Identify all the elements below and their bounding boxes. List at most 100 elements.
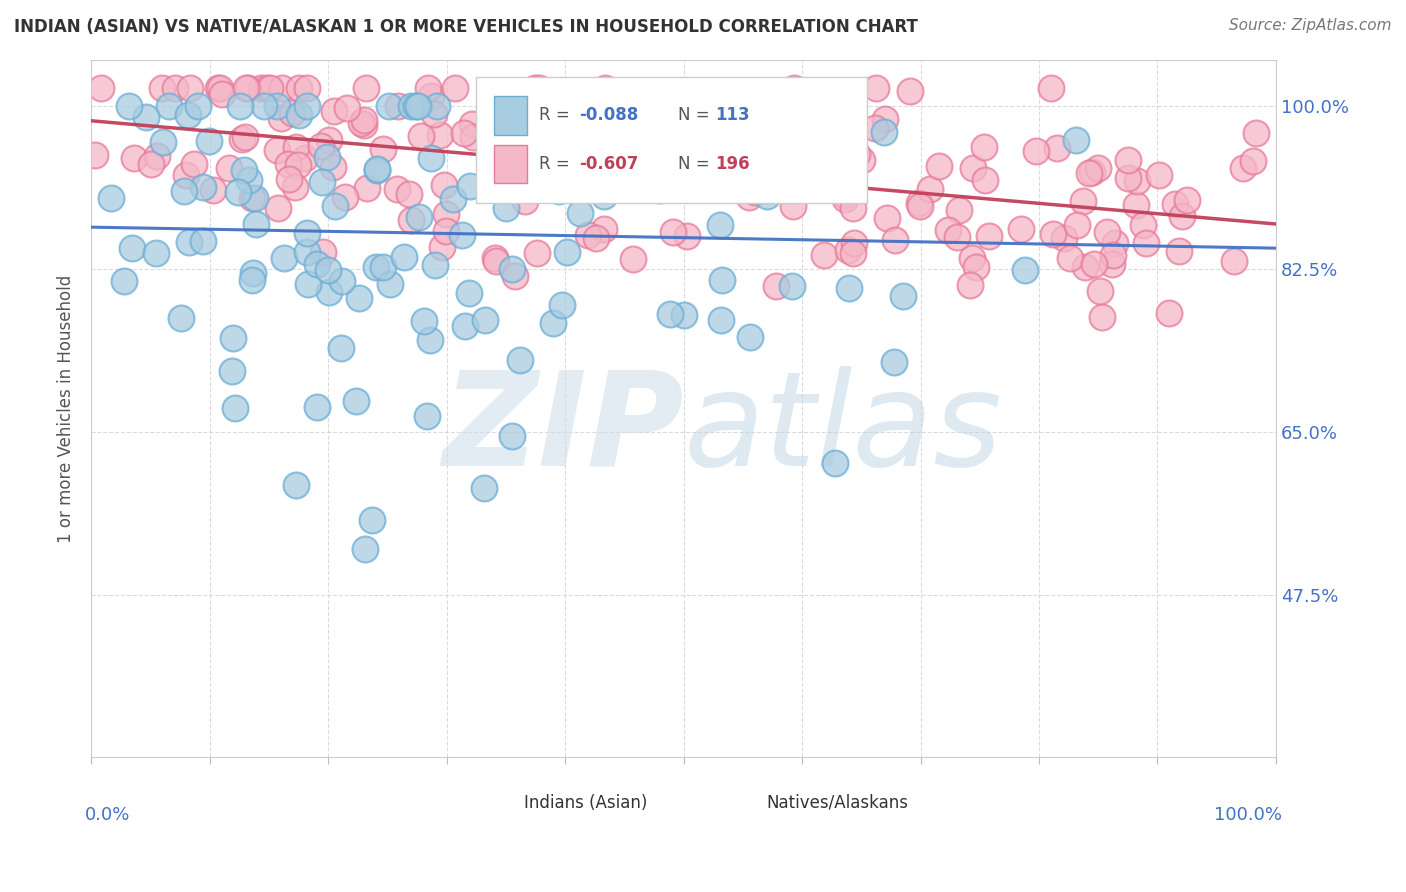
Point <box>173 185 195 199</box>
Point <box>284 477 307 491</box>
Point <box>621 252 644 266</box>
Point <box>401 212 423 227</box>
Point <box>1081 164 1104 178</box>
Point <box>354 541 377 556</box>
Point <box>513 194 536 208</box>
Point <box>259 80 281 95</box>
Point <box>243 191 266 205</box>
Point <box>547 184 569 198</box>
Point <box>84 148 107 162</box>
Point <box>240 273 263 287</box>
Point <box>226 186 249 200</box>
Point <box>569 206 592 220</box>
Text: ZIP: ZIP <box>441 366 683 493</box>
Point <box>249 80 271 95</box>
Text: INDIAN (ASIAN) VS NATIVE/ALASKAN 1 OR MORE VEHICLES IN HOUSEHOLD CORRELATION CHA: INDIAN (ASIAN) VS NATIVE/ALASKAN 1 OR MO… <box>14 18 918 36</box>
Point <box>883 354 905 368</box>
Point <box>675 228 697 243</box>
Point <box>527 80 550 95</box>
Point <box>713 145 735 159</box>
Point <box>169 311 191 326</box>
Point <box>387 99 409 113</box>
Bar <box>731 796 756 815</box>
Point <box>245 217 267 231</box>
Point <box>347 291 370 305</box>
Point <box>472 481 495 495</box>
Point <box>333 190 356 204</box>
Point <box>638 103 661 117</box>
Point <box>1116 153 1139 167</box>
Point <box>838 280 860 294</box>
Point <box>593 221 616 235</box>
Point <box>277 157 299 171</box>
Point <box>884 233 907 247</box>
Point <box>495 201 517 215</box>
Point <box>419 333 441 347</box>
Point <box>547 151 569 165</box>
Point <box>202 183 225 197</box>
Point <box>330 342 353 356</box>
Point <box>121 242 143 256</box>
Point <box>842 235 865 250</box>
Point <box>973 140 995 154</box>
Point <box>1066 218 1088 232</box>
Point <box>297 99 319 113</box>
Point <box>1118 171 1140 186</box>
Point <box>666 94 689 108</box>
Point <box>318 285 340 299</box>
Point <box>273 252 295 266</box>
Point <box>309 139 332 153</box>
Text: Natives/Alaskans: Natives/Alaskans <box>766 794 908 812</box>
Point <box>198 134 221 148</box>
Point <box>755 188 778 202</box>
Point <box>1059 252 1081 266</box>
Point <box>330 274 353 288</box>
Point <box>122 151 145 165</box>
Point <box>619 145 641 159</box>
Point <box>688 158 710 172</box>
Text: -0.088: -0.088 <box>579 106 638 124</box>
Point <box>837 243 859 257</box>
Point <box>759 112 782 127</box>
Point <box>744 185 766 199</box>
Point <box>444 80 467 95</box>
Point <box>1078 166 1101 180</box>
Point <box>555 124 578 138</box>
Point <box>305 257 328 271</box>
Point <box>238 173 260 187</box>
Point <box>366 161 388 176</box>
Point <box>484 251 506 265</box>
Point <box>1101 257 1123 271</box>
Text: Source: ZipAtlas.com: Source: ZipAtlas.com <box>1229 18 1392 33</box>
Text: 0.0%: 0.0% <box>86 806 131 824</box>
Point <box>592 188 614 202</box>
Point <box>544 167 567 181</box>
Point <box>267 201 290 215</box>
Point <box>224 401 246 415</box>
Point <box>948 203 970 218</box>
Point <box>398 186 420 201</box>
Point <box>569 91 592 105</box>
Point <box>211 87 233 101</box>
Point <box>294 151 316 165</box>
Point <box>1010 222 1032 236</box>
Point <box>863 120 886 135</box>
Point <box>526 246 548 260</box>
Point <box>785 94 807 108</box>
Point <box>773 182 796 196</box>
Point <box>461 129 484 144</box>
Point <box>177 235 200 249</box>
Point <box>503 268 526 283</box>
Point <box>647 183 669 197</box>
Point <box>266 144 288 158</box>
Point <box>671 171 693 186</box>
Point <box>562 155 585 169</box>
Point <box>582 113 605 128</box>
Point <box>831 141 853 155</box>
Point <box>548 100 571 114</box>
Point <box>673 308 696 322</box>
Point <box>643 99 665 113</box>
Point <box>187 99 209 113</box>
Point <box>335 101 357 115</box>
Point <box>311 175 333 189</box>
